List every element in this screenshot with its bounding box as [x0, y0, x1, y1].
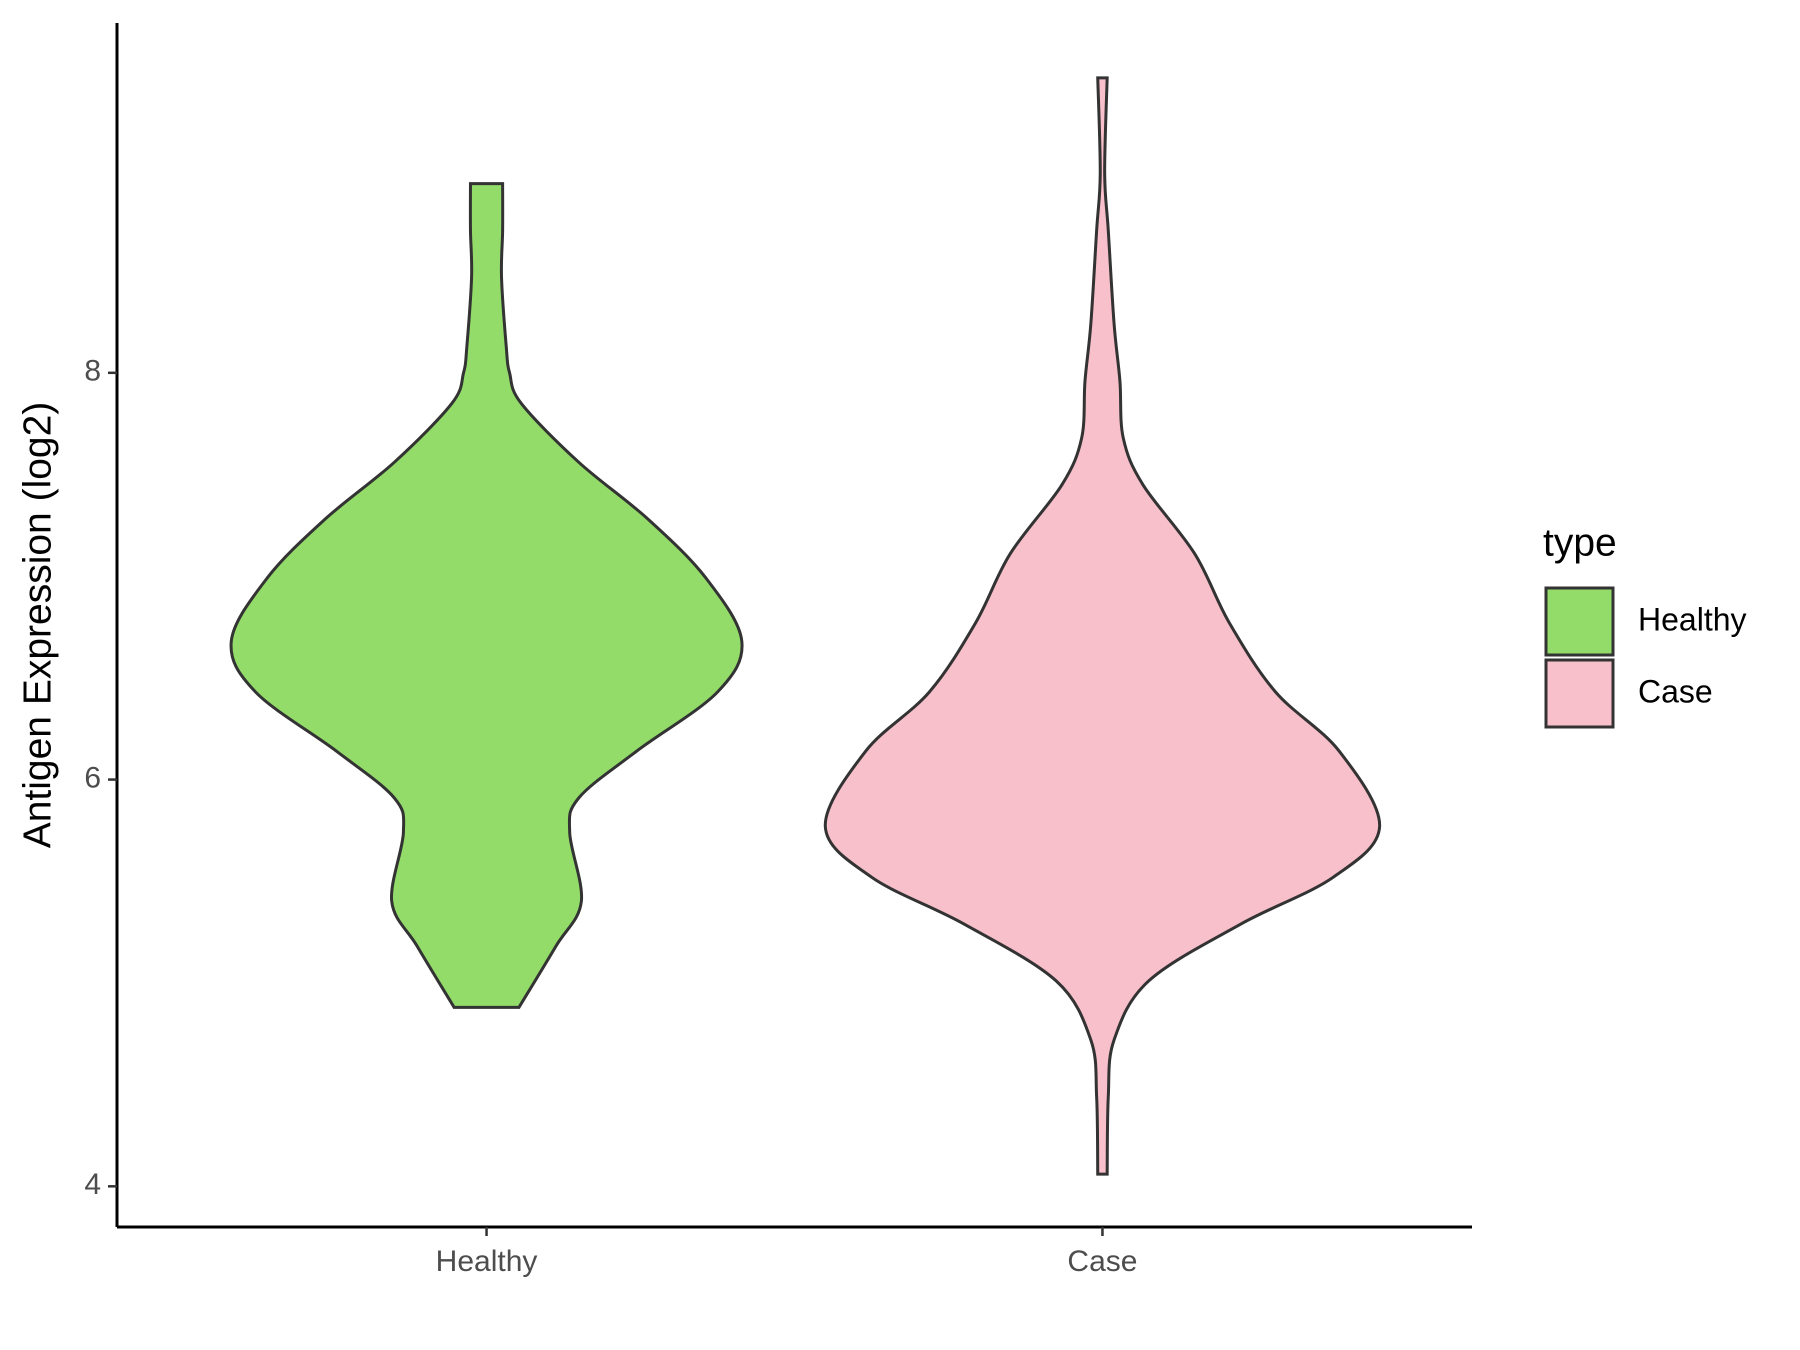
violin: [229, 182, 744, 1009]
legend-label: Healthy: [1638, 601, 1747, 637]
x-tick-label: Healthy: [436, 1245, 538, 1278]
y-tick-label: 4: [84, 1168, 101, 1201]
legend-key: [1544, 658, 1615, 729]
violin: [823, 76, 1382, 1176]
legend-label: Case: [1638, 673, 1713, 709]
y-tick-label: 8: [84, 355, 101, 388]
legend-title: type: [1543, 521, 1617, 564]
y-tick-label: 6: [84, 761, 101, 794]
x-tick-label: Case: [1067, 1245, 1137, 1278]
y-axis-title: Antigen Expression (log2): [16, 402, 59, 849]
legend-key: [1544, 586, 1615, 657]
